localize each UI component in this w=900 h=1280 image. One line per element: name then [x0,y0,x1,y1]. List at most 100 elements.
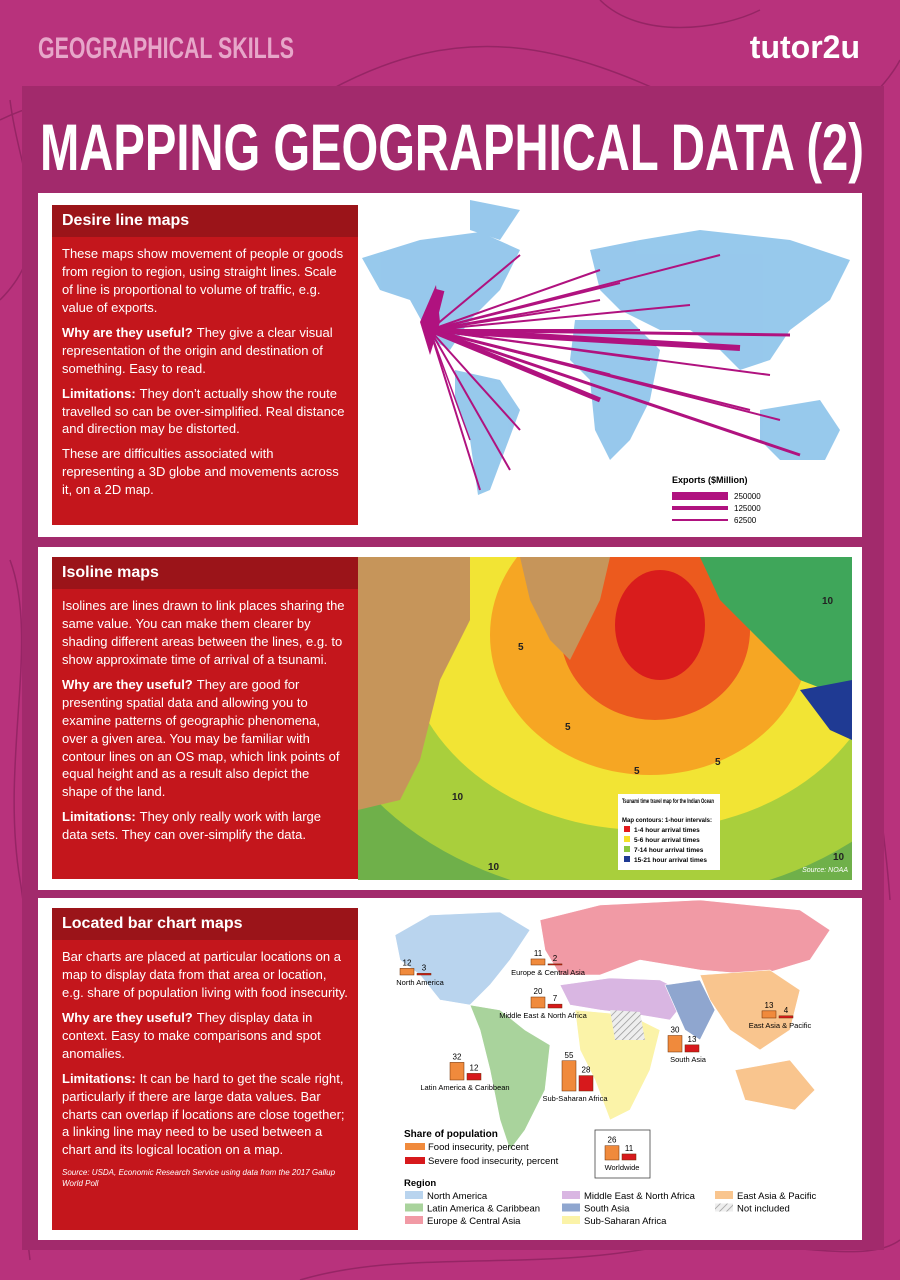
legend-label: 125000 [734,504,761,513]
brand: tutor2u [750,29,860,65]
bar [667,1035,683,1053]
region-shape [539,899,831,976]
desire-line [429,309,561,331]
bar [578,1075,594,1092]
bar [466,1073,482,1081]
region-label: South Asia [670,1055,707,1064]
desire-line [429,329,471,441]
value-label: 4 [784,1006,789,1015]
info-box: Isoline maps Isolines are lines drawn to … [52,557,358,879]
region-label: Latin America & Caribbean [420,1083,509,1092]
legend-label: Sub-Saharan Africa [584,1216,667,1227]
paragraph: Limitations: They don’t actually show the… [62,385,348,439]
bar [621,1153,637,1161]
desire-line [429,327,601,403]
legend-swatch [624,846,630,852]
source-note: Source: USDA, Economic Research Service … [62,1168,336,1189]
box-heading: Located bar chart maps [52,908,358,940]
legend-swatch [405,1203,423,1212]
value-label: 7 [553,994,558,1003]
paragraph-text: Bar charts are placed at particular loca… [62,949,348,1000]
desire-line [429,328,801,457]
paragraph: Why are they useful? They give a clear vi… [62,324,348,378]
region-shape [664,979,716,1041]
value-label: 55 [565,1051,574,1060]
box-body: Bar charts are placed at particular loca… [52,940,358,1197]
desire-line [429,329,771,376]
contour-label: 10 [488,862,500,873]
bar [684,1044,700,1053]
legend-label: Europe & Central Asia [427,1216,521,1227]
legend-label: East Asia & Pacific [737,1191,816,1202]
excluded-area [610,1010,645,1040]
legend-bg [618,794,720,870]
legend-swatch [715,1191,733,1199]
paragraph-text: These are difficulties associated with r… [62,446,339,498]
paragraph: Isolines are lines drawn to link places … [62,597,348,669]
bar [778,1015,794,1019]
section-label: GEOGRAPHICAL SKILLS [38,32,294,65]
paragraph: These maps show movement of people or go… [62,245,348,317]
box-body: These maps show movement of people or go… [52,237,358,514]
paragraph-text: They are good for presenting spatial dat… [62,676,340,800]
value-label: 12 [470,1063,479,1072]
paragraph-text: It can be hard to get the scale right, p… [62,1070,345,1158]
value-label: 20 [534,987,543,996]
legend-label: Severe food insecurity, percent [428,1156,559,1167]
contour-label: 5 [634,766,640,777]
info-box: Desire line maps These maps show movement… [52,205,358,525]
value-label: 3 [422,963,427,972]
bar [399,968,415,976]
legend-swatch [562,1203,580,1212]
legend-title: Region [404,1178,436,1189]
lead-text: Why are they useful? [62,1009,193,1025]
bar [416,973,432,976]
box-body: Isolines are lines drawn to link places … [52,589,358,859]
legend-swatch [715,1203,733,1212]
lead-text: Limitations: [62,385,136,401]
legend-swatch [405,1157,425,1164]
desire-line [429,269,601,331]
legend-label: Middle East & North Africa [584,1191,696,1202]
contour-label: 5 [518,642,524,653]
legend-subtitle: Map contours: 1-hour intervals: [622,818,712,824]
region-label: East Asia & Pacific [749,1021,812,1030]
paragraph: Why are they useful? They display data in… [62,1009,348,1063]
lead-text: Limitations: [62,1070,136,1086]
desire-line [429,329,521,431]
legend-label: 15-21 hour arrival times [634,857,707,864]
lead-text: Why are they useful? [62,324,193,340]
region-shape [559,977,691,1021]
region-label: Europe & Central Asia [511,968,586,977]
bar [547,1003,563,1009]
legend-title: Share of population [404,1129,498,1140]
contour-label: 10 [822,596,834,607]
bar [530,996,546,1009]
contour-label: 5 [565,722,571,733]
paragraph-text: Isolines are lines drawn to link places … [62,598,345,667]
value-label: 2 [553,954,558,963]
legend-label: South Asia [584,1204,630,1215]
value-label: 11 [534,949,543,958]
value-label: 30 [671,1026,680,1035]
lead-text: Why are they useful? [62,676,193,692]
region-shape [469,1004,551,1151]
value-label: 12 [403,958,412,967]
region-shape [699,969,801,1051]
legend-swatch [405,1143,425,1150]
desire-line [429,329,481,491]
legend-label: Latin America & Caribbean [427,1204,540,1215]
legend-label: 62500 [734,516,757,525]
legend-swatch [405,1216,423,1224]
paragraph-text: They give a clear visual representation … [62,324,333,376]
value-label: 13 [688,1035,697,1044]
bar [547,963,563,966]
region-label: Sub-Saharan Africa [542,1094,608,1103]
bar [561,1060,577,1092]
box-heading: Isoline maps [52,557,358,589]
legend-label: North America [427,1191,488,1202]
bar [604,1145,620,1161]
legend-swatch [624,826,630,832]
legend-label: Not included [737,1204,790,1215]
